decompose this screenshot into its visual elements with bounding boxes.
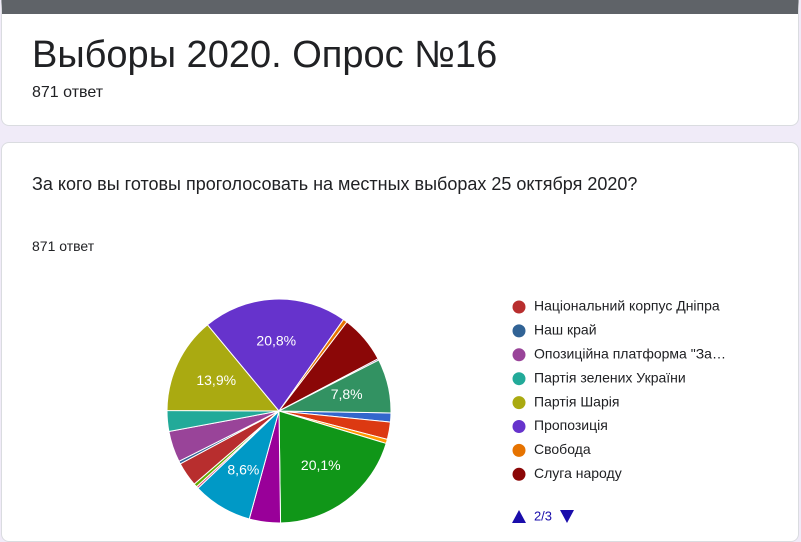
question-text: За кого вы готовы проголосовать на местн…: [32, 174, 638, 194]
pie-slice: [278, 359, 392, 414]
pie-slice: [166, 324, 281, 412]
legend-page: 2/3: [534, 508, 552, 523]
slice-label: 8,6%: [227, 461, 259, 477]
slice-label: 20,1%: [301, 457, 341, 473]
legend-swatch: [512, 420, 526, 433]
legend-swatch: [512, 324, 526, 338]
slice-label: 20,8%: [256, 332, 296, 348]
response-count: 871 ответ: [32, 84, 104, 101]
legend-label: Пропозиція: [534, 417, 608, 433]
chart: 2/3 20,1% 8,6% 13,9% 20,8% 7,8% Національний …: [166, 298, 726, 523]
legend-swatch: [512, 396, 526, 410]
question-responses: 871 ответ: [32, 238, 95, 254]
legend-label: Національний корпус Дніпра: [534, 298, 720, 314]
form-title: Выборы 2020. Опрос №16: [32, 34, 498, 76]
legend-prev[interactable]: [512, 510, 526, 523]
legend-next[interactable]: [560, 510, 574, 523]
slice-label: 13,9%: [196, 372, 236, 388]
question-card: [1, 142, 799, 542]
legend-swatch: [512, 300, 526, 314]
legend-label: Наш край: [534, 322, 597, 338]
pie-slice: [206, 298, 345, 412]
legend-swatch: [512, 443, 526, 457]
legend-label: Опозиційна платформа "За…: [534, 346, 726, 362]
legend-label: Партія Шарія: [534, 393, 619, 409]
pie-slice: [278, 410, 387, 523]
legend-swatch: [512, 348, 526, 362]
legend-swatch: [512, 372, 526, 386]
legend-label: Слуга народу: [534, 465, 622, 481]
legend-swatch: [512, 467, 526, 481]
slice-label: 7,8%: [331, 386, 363, 402]
header-card: [1, 0, 799, 126]
legend-label: Партія зелених України: [534, 369, 686, 385]
legend-label: Свобода: [534, 441, 591, 457]
